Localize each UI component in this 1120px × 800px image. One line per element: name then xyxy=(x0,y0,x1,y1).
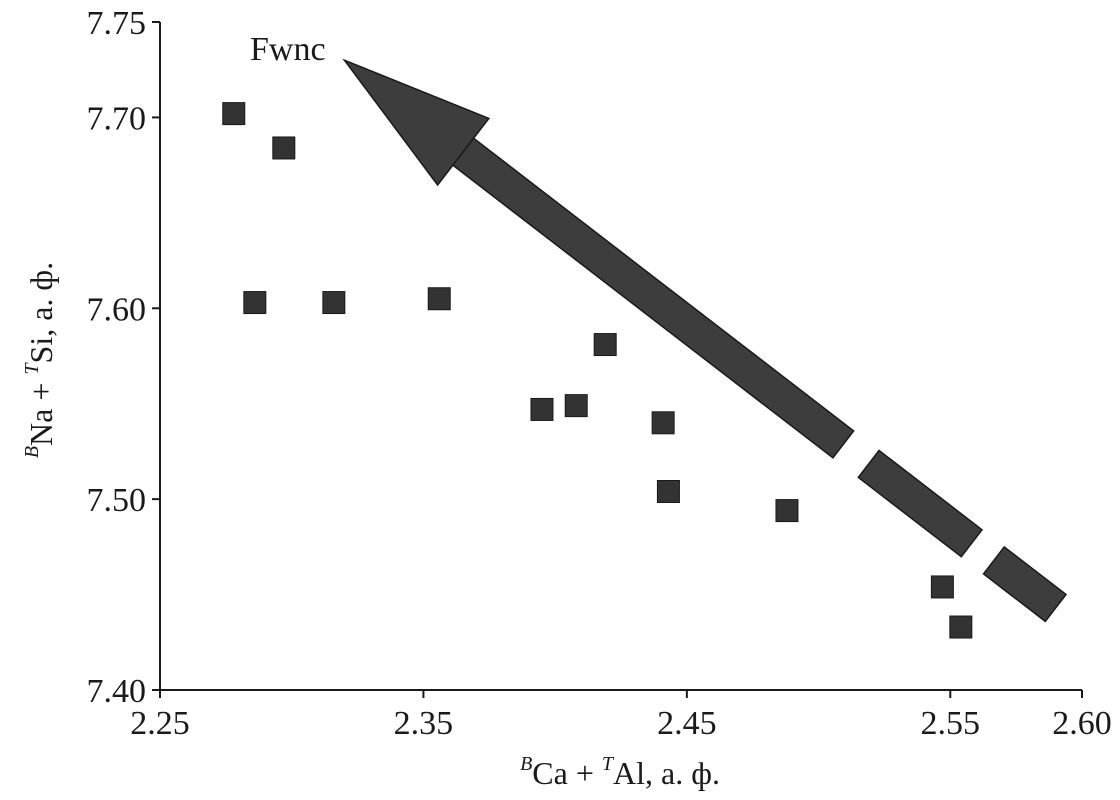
y-tick-label: 7.60 xyxy=(87,291,147,328)
data-point xyxy=(243,291,267,315)
x-tick-label: 2.60 xyxy=(1052,705,1112,742)
trend-arrow-segment xyxy=(443,131,855,459)
data-points xyxy=(222,102,973,639)
y-tick-label: 7.40 xyxy=(87,673,147,710)
x-tick-label: 2.55 xyxy=(921,705,981,742)
y-tick-label: 7.70 xyxy=(87,100,147,137)
y-axis-label: BNa + TSi, а. ф. xyxy=(21,262,59,458)
data-point xyxy=(322,291,346,315)
y-tick-label: 7.75 xyxy=(87,5,147,42)
x-tick-label: 2.35 xyxy=(394,705,454,742)
y-tick-label: 7.50 xyxy=(87,482,147,519)
x-tick-label: 2.45 xyxy=(657,705,717,742)
arrow-annotation-label: Fwnc xyxy=(250,31,326,68)
data-point xyxy=(949,615,973,639)
data-point xyxy=(427,287,451,311)
x-tick-label: 2.25 xyxy=(130,705,190,742)
trend-arrow-segment xyxy=(982,545,1068,623)
trend-arrow-segment xyxy=(857,449,984,558)
data-point xyxy=(272,136,296,160)
trend-arrow xyxy=(342,58,1068,623)
trend-arrow-head xyxy=(342,58,491,187)
data-point xyxy=(651,411,675,435)
x-axis-label: BCa + TAl, а. ф. xyxy=(520,753,720,791)
data-point xyxy=(930,575,954,599)
data-point xyxy=(593,333,617,357)
axes xyxy=(159,22,1082,691)
y-ticks: 7.40 7.50 7.60 7.70 7.75 xyxy=(87,5,160,710)
x-ticks: 2.25 2.35 2.45 2.55 2.60 xyxy=(130,690,1112,742)
data-point xyxy=(222,102,246,126)
data-point xyxy=(564,394,588,418)
data-point xyxy=(530,397,554,421)
data-point xyxy=(656,480,680,504)
data-point xyxy=(775,499,799,523)
